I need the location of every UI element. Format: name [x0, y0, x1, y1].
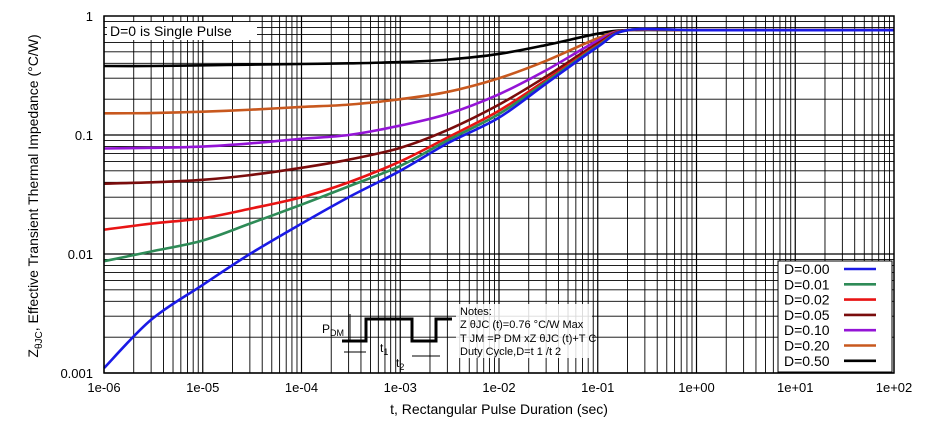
- x-tick-labels: 1e-06 1e-05 1e-04 1e-03 1e-02 1e-01 1e+00 1e+01…: [87, 380, 912, 395]
- t2-label: t2: [396, 356, 404, 372]
- plot-frame: [103, 15, 895, 374]
- pulse-waveform: [342, 317, 452, 343]
- y-axis-label-main: Z: [25, 349, 41, 358]
- legend-label: D=0.05: [784, 307, 830, 323]
- x-tick-label: 1e-04: [285, 380, 318, 395]
- note-tjm: T JM =P DM xZ θJC (t)+T C: [460, 333, 596, 345]
- x-tick-label: 1e-05: [186, 380, 219, 395]
- curves: [103, 27, 894, 369]
- legend-label: D=0.02: [784, 292, 830, 308]
- y-tick-label: 0.001: [60, 366, 93, 381]
- note-zthjc: Z θJC (t)=0.76 °C/W Max: [460, 319, 584, 331]
- pulse-inset: PDM t1 t2 Notes: Z θJC (t)=0.76 °C/W Max…: [322, 304, 596, 372]
- note-duty-cycle: Duty Cycle,D=t 1 /t 2: [460, 346, 561, 358]
- x-tick-label: 1e-06: [87, 380, 120, 395]
- t1-label: t1: [380, 341, 388, 357]
- y-tick-label: 0.1: [75, 128, 93, 143]
- y-axis-label-sub: θJC: [34, 331, 45, 349]
- notes-bg: [456, 304, 592, 358]
- annotation-bg: [107, 22, 257, 40]
- pdm-text: P: [322, 322, 330, 336]
- legend-label: D=0.10: [784, 322, 830, 338]
- t2-sub: 2: [399, 362, 404, 372]
- x-tick-label: 1e-01: [581, 380, 614, 395]
- legend-box: [777, 260, 893, 373]
- y-tick-label: 1: [86, 9, 93, 24]
- legend: D=0.00D=0.01D=0.02D=0.05D=0.10D=0.20D=0.…: [777, 260, 893, 373]
- t1-sub: 1: [383, 347, 388, 357]
- y-axis-label-rest: , Effective Transient Thermal Impedance …: [25, 34, 41, 331]
- legend-label: D=0.20: [784, 338, 830, 354]
- legend-label: D=0.50: [784, 353, 830, 369]
- legend-label: D=0.01: [784, 276, 830, 292]
- t2-text: t: [396, 356, 400, 370]
- notes-title: Notes:: [460, 306, 492, 318]
- y-tick-labels: 0.001 0.01 0.1 1: [60, 9, 93, 381]
- legend-label: D=0.00: [784, 261, 830, 277]
- x-tick-label: 1e+01: [777, 380, 814, 395]
- y-axis-label: ZθJC, Effective Transient Thermal Impeda…: [25, 34, 45, 357]
- series-line-d-0-00: [103, 27, 894, 369]
- x-tick-label: 1e+00: [678, 380, 715, 395]
- x-tick-label: 1e-03: [384, 380, 417, 395]
- x-tick-label: 1e+02: [876, 380, 913, 395]
- single-pulse-annotation: D=0 is Single Pulse: [110, 23, 232, 39]
- y-tick-label: 0.01: [68, 247, 93, 262]
- pdm-label: PDM: [322, 322, 344, 338]
- pdm-sub: DM: [330, 328, 344, 338]
- x-axis-label: t, Rectangular Pulse Duration (sec): [390, 401, 608, 417]
- x-tick-label: 1e-02: [482, 380, 515, 395]
- t1-text: t: [380, 341, 384, 355]
